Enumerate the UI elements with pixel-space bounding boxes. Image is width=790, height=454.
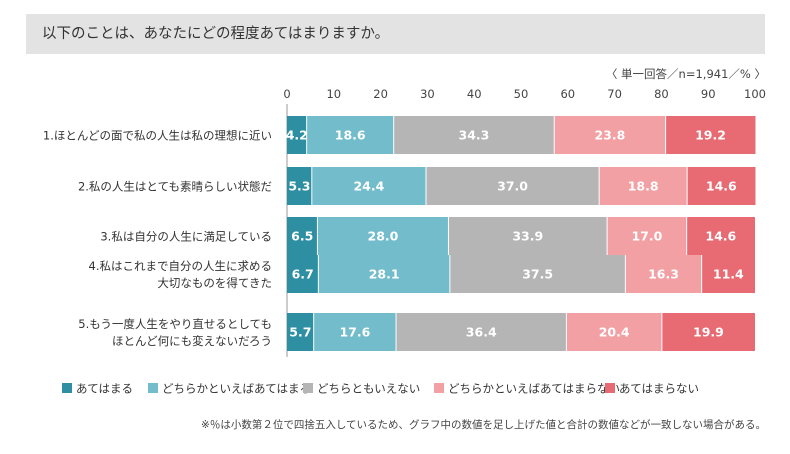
bar-segment — [287, 217, 318, 255]
x-tick-label: 30 — [420, 87, 435, 101]
category-label: 5.もう一度人生をやり直せるとしても — [78, 317, 272, 331]
bar-segment — [393, 116, 555, 154]
data-label: 24.4 — [353, 179, 384, 194]
category-label: ほとんど何にも変えないだろう — [112, 334, 272, 348]
data-label: 17.6 — [339, 325, 370, 340]
data-label: 37.5 — [522, 267, 553, 282]
data-label: 34.3 — [459, 128, 490, 143]
data-label: 5.3 — [288, 179, 310, 194]
x-tick-label: 90 — [701, 87, 716, 101]
data-label: 18.6 — [335, 128, 366, 143]
data-label: 16.3 — [648, 267, 679, 282]
bar-segment — [287, 116, 307, 154]
bar-segment — [448, 217, 608, 255]
x-tick-label: 80 — [654, 87, 669, 101]
bar-segment — [317, 217, 449, 255]
bar-segment — [687, 167, 756, 205]
bar-segment — [625, 255, 702, 293]
category-label: 2.私の人生はとても素晴らしい状態だ — [78, 180, 272, 194]
bar-segment — [607, 217, 687, 255]
data-label: 4.2 — [286, 128, 308, 143]
legend-label: どちらかといえばあてはまらない — [448, 382, 620, 396]
legend-label: あてはまらない — [619, 382, 699, 396]
bar-segment — [311, 167, 426, 205]
data-label: 6.5 — [291, 229, 313, 244]
data-label: 17.0 — [631, 229, 662, 244]
data-label: 37.0 — [497, 179, 528, 194]
category-label: 4.私はこれまで自分の人生に求める — [89, 259, 272, 273]
bar-segment — [449, 255, 626, 293]
data-label: 20.4 — [599, 325, 630, 340]
bar-segment — [318, 255, 450, 293]
category-label: 大切なものを得てきた — [157, 276, 272, 290]
data-label: 11.4 — [713, 267, 744, 282]
bar-segment — [599, 167, 688, 205]
data-label: 19.2 — [695, 128, 726, 143]
bar-segment — [554, 116, 666, 154]
data-label: 28.0 — [368, 229, 399, 244]
legend-label: どちらともいえない — [317, 382, 420, 396]
data-label: 19.9 — [693, 325, 724, 340]
bar-segment — [665, 116, 756, 154]
x-tick-label: 50 — [514, 87, 529, 101]
legend-label: あてはまる — [76, 382, 133, 396]
data-label: 5.7 — [289, 325, 311, 340]
bar-segment — [686, 217, 755, 255]
legend-swatch — [605, 383, 615, 393]
x-tick-label: 0 — [283, 87, 290, 101]
footnote: ※％は小数第２位で四捨五入しているため、グラフ中の数値を足し上げた値と合計の数値… — [201, 418, 766, 431]
bar-segment — [701, 255, 755, 293]
bar-segment — [566, 313, 662, 351]
bar-segment — [396, 313, 567, 351]
data-label: 6.7 — [292, 267, 314, 282]
x-tick-label: 20 — [373, 87, 388, 101]
bar-segment — [287, 167, 312, 205]
legend-swatch — [303, 383, 313, 393]
data-label: 18.8 — [628, 179, 659, 194]
bar-segment — [313, 313, 397, 351]
data-label: 14.6 — [705, 229, 736, 244]
x-tick-label: 100 — [744, 87, 766, 101]
bar-segment — [306, 116, 394, 154]
bar-segment — [661, 313, 755, 351]
legend-label: どちらかといえばあてはまる — [162, 382, 311, 396]
data-label: 28.1 — [369, 267, 400, 282]
data-label: 36.4 — [466, 325, 497, 340]
bar-segment — [287, 313, 314, 351]
data-label: 33.9 — [512, 229, 543, 244]
legend-swatch — [148, 383, 158, 393]
data-label: 23.8 — [594, 128, 625, 143]
legend-swatch — [62, 383, 72, 393]
page-title: 以下のことは、あなたにどの程度あてはまりますか。 — [42, 26, 390, 42]
chart-note: 〈 単一回答／n=1,941／% 〉 — [606, 67, 766, 81]
x-tick-label: 40 — [467, 87, 482, 101]
x-tick-label: 60 — [560, 87, 575, 101]
legend-swatch — [434, 383, 444, 393]
category-label: 3.私は自分の人生に満足している — [100, 230, 272, 244]
category-label: 1.ほとんどの面で私の人生は私の理想に近い — [43, 129, 272, 143]
data-label: 14.6 — [706, 179, 737, 194]
title-band: 以下のことは、あなたにどの程度あてはまりますか。 — [26, 14, 765, 54]
bar-segment — [287, 255, 319, 293]
x-tick-label: 10 — [326, 87, 341, 101]
x-tick-label: 70 — [607, 87, 622, 101]
bar-segment — [425, 167, 600, 205]
